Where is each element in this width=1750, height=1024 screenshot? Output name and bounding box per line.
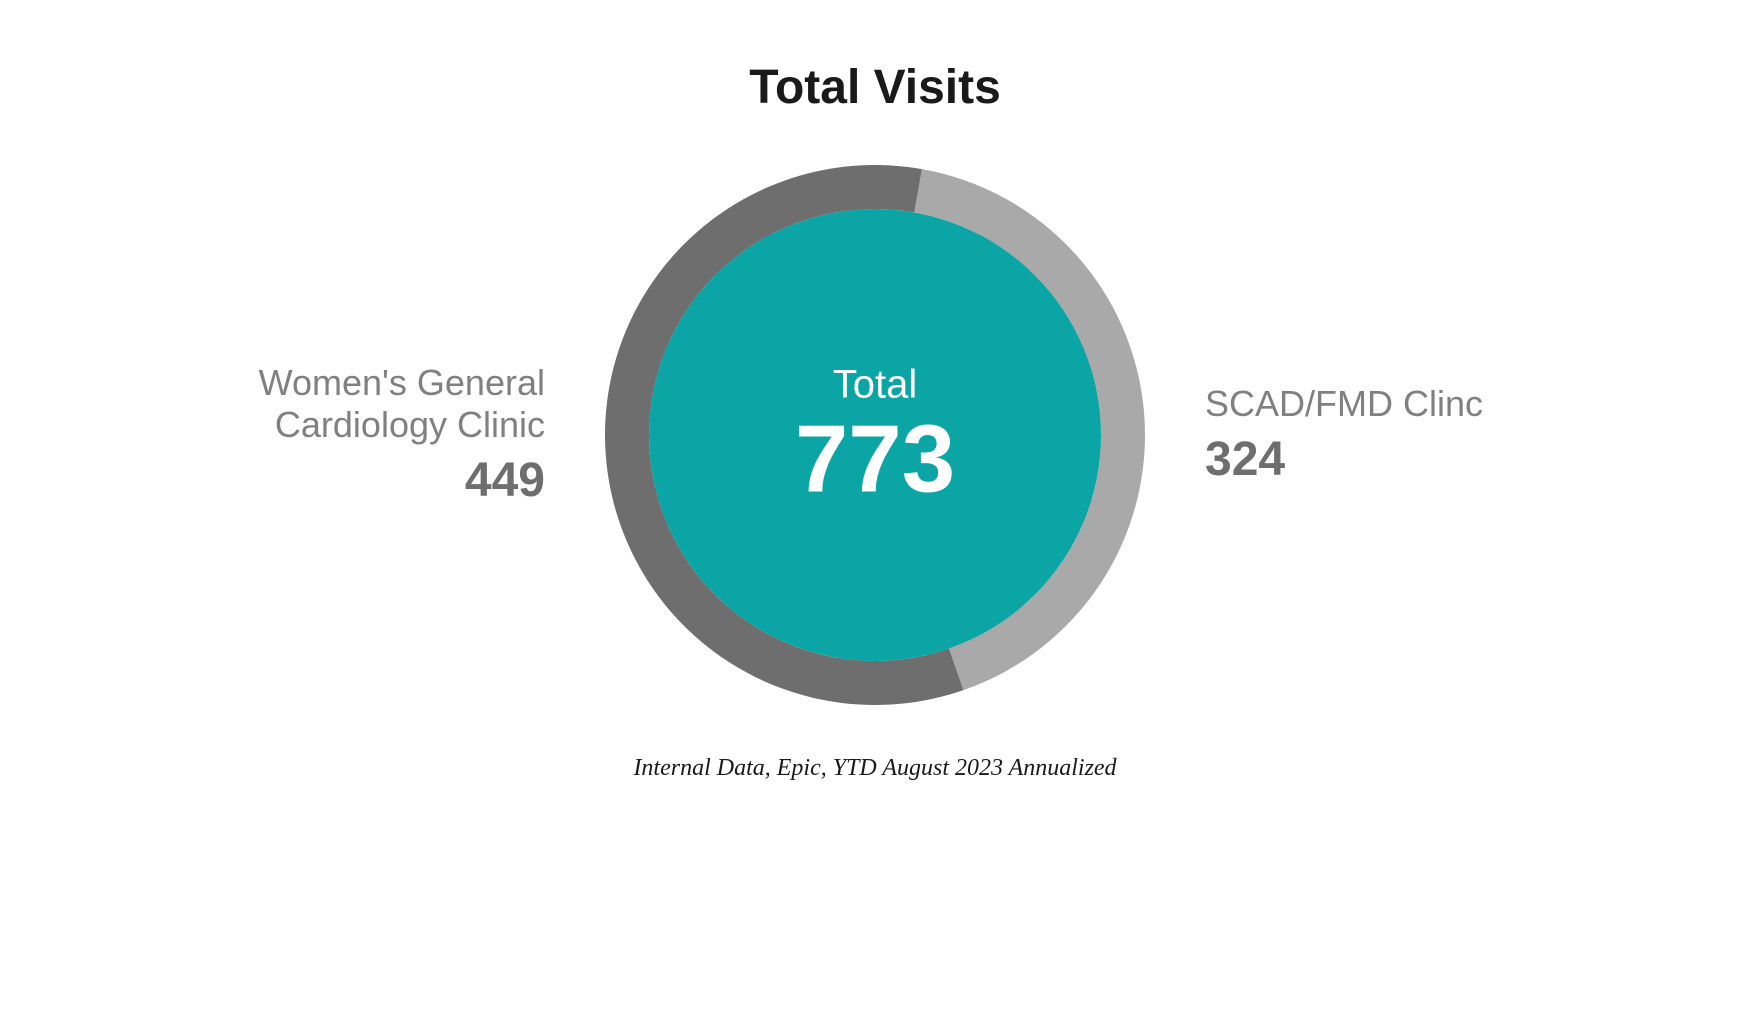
right-label-line1: SCAD/FMD Clinc <box>1205 383 1565 424</box>
right-label-value: 324 <box>1205 432 1565 487</box>
center-label: Total <box>795 363 955 408</box>
chart-container: Total Visits Women's General Cardiology … <box>0 0 1750 1024</box>
chart-area: Women's General Cardiology Clinic 449 To… <box>0 165 1750 705</box>
left-label-value: 449 <box>185 453 545 508</box>
donut-center: Total 773 <box>795 363 955 508</box>
left-label-line2: Cardiology Clinic <box>185 404 545 445</box>
center-value: 773 <box>795 412 955 508</box>
left-label-line1: Women's General <box>185 362 545 403</box>
footer-note: Internal Data, Epic, YTD August 2023 Ann… <box>633 755 1116 782</box>
right-label-block: SCAD/FMD Clinc 324 <box>1205 383 1565 487</box>
left-label-block: Women's General Cardiology Clinic 449 <box>185 362 545 508</box>
chart-title: Total Visits <box>749 60 1001 115</box>
donut-chart: Total 773 <box>605 165 1145 705</box>
